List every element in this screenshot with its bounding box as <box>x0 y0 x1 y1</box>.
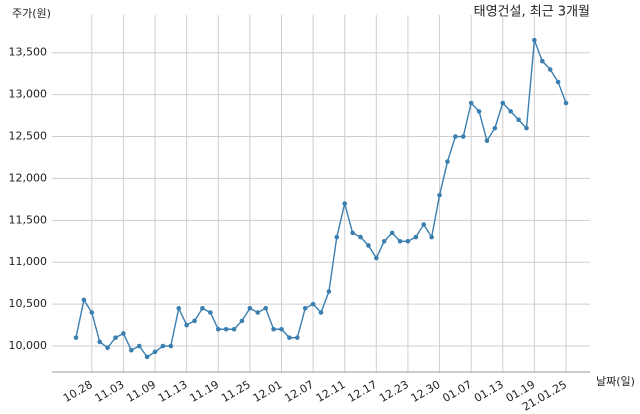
point <box>476 109 482 114</box>
x-tick-label: 11.09 <box>124 378 158 405</box>
point <box>524 125 529 131</box>
chart-title: 태영건설, 최근 3개월 <box>474 5 590 20</box>
point <box>287 335 292 340</box>
y-axis-label: 주가(원) <box>12 7 51 20</box>
x-axis-label: 날짜(일) <box>596 374 635 388</box>
point <box>358 234 363 240</box>
point <box>255 310 261 315</box>
point <box>563 100 569 106</box>
point <box>239 318 245 324</box>
point <box>121 331 126 336</box>
y-tick-label: 11,000 <box>9 255 48 268</box>
point <box>453 134 458 139</box>
point <box>89 310 95 315</box>
point <box>374 255 379 261</box>
x-tick-label: 11.19 <box>187 378 221 405</box>
point <box>271 326 276 332</box>
point <box>381 238 387 244</box>
y-tick-label: 13,500 <box>9 46 48 59</box>
point <box>168 343 174 349</box>
point <box>445 159 450 164</box>
point <box>500 100 506 106</box>
y-tick-label: 13,000 <box>9 88 48 101</box>
point <box>350 230 355 236</box>
point <box>492 125 498 131</box>
point <box>263 306 268 311</box>
point <box>397 238 403 244</box>
y-tick-label: 11,500 <box>9 213 48 226</box>
point <box>310 301 316 307</box>
y-tick-label: 12,500 <box>9 130 48 143</box>
point <box>294 335 300 340</box>
point <box>160 343 166 349</box>
point <box>200 306 205 311</box>
point <box>555 79 561 85</box>
point <box>144 354 150 360</box>
point <box>215 326 221 332</box>
point <box>413 234 419 240</box>
y-tick-label: 12,000 <box>9 171 48 184</box>
point <box>73 335 79 340</box>
point <box>231 326 237 332</box>
line-series <box>75 39 567 358</box>
point <box>136 343 142 349</box>
point <box>223 326 229 332</box>
x-tick-label: 12.23 <box>377 378 411 405</box>
point <box>532 37 537 43</box>
point <box>105 345 110 350</box>
point <box>437 192 442 198</box>
x-tick-label: 01.07 <box>440 378 474 405</box>
point <box>208 310 213 315</box>
point <box>302 306 308 311</box>
x-tick-label: 11.03 <box>93 378 127 405</box>
point <box>334 234 340 240</box>
x-tick-label: 12.17 <box>346 378 380 405</box>
point <box>176 306 182 311</box>
x-tick-label: 01.13 <box>472 378 506 405</box>
x-tick-label: 11.25 <box>219 378 253 405</box>
point <box>429 234 434 240</box>
point <box>279 326 284 332</box>
point <box>318 310 324 315</box>
point <box>460 134 466 139</box>
point <box>421 222 427 227</box>
point <box>326 289 332 294</box>
point <box>405 238 411 244</box>
point <box>152 349 158 355</box>
point <box>113 335 118 340</box>
point <box>508 109 513 114</box>
point <box>342 201 348 206</box>
x-tick-label: 12.01 <box>251 378 285 405</box>
point <box>192 318 197 324</box>
point <box>468 100 474 106</box>
point <box>366 243 371 248</box>
point <box>516 117 521 123</box>
point <box>389 230 395 236</box>
x-tick-label: 12.07 <box>282 378 316 405</box>
point <box>247 306 253 311</box>
point <box>547 67 553 72</box>
point <box>484 138 490 144</box>
x-tick-label: 10.28 <box>61 378 95 405</box>
point <box>184 322 189 328</box>
x-tick-label: 12.11 <box>314 378 348 405</box>
y-tick-label: 10,000 <box>9 339 48 352</box>
x-tick-label: 11.13 <box>156 378 190 405</box>
y-tick-label: 10,500 <box>9 297 48 310</box>
point <box>129 347 134 353</box>
point <box>97 339 103 345</box>
point <box>539 58 545 64</box>
point <box>81 297 87 303</box>
x-tick-label: 12.30 <box>409 378 443 405</box>
